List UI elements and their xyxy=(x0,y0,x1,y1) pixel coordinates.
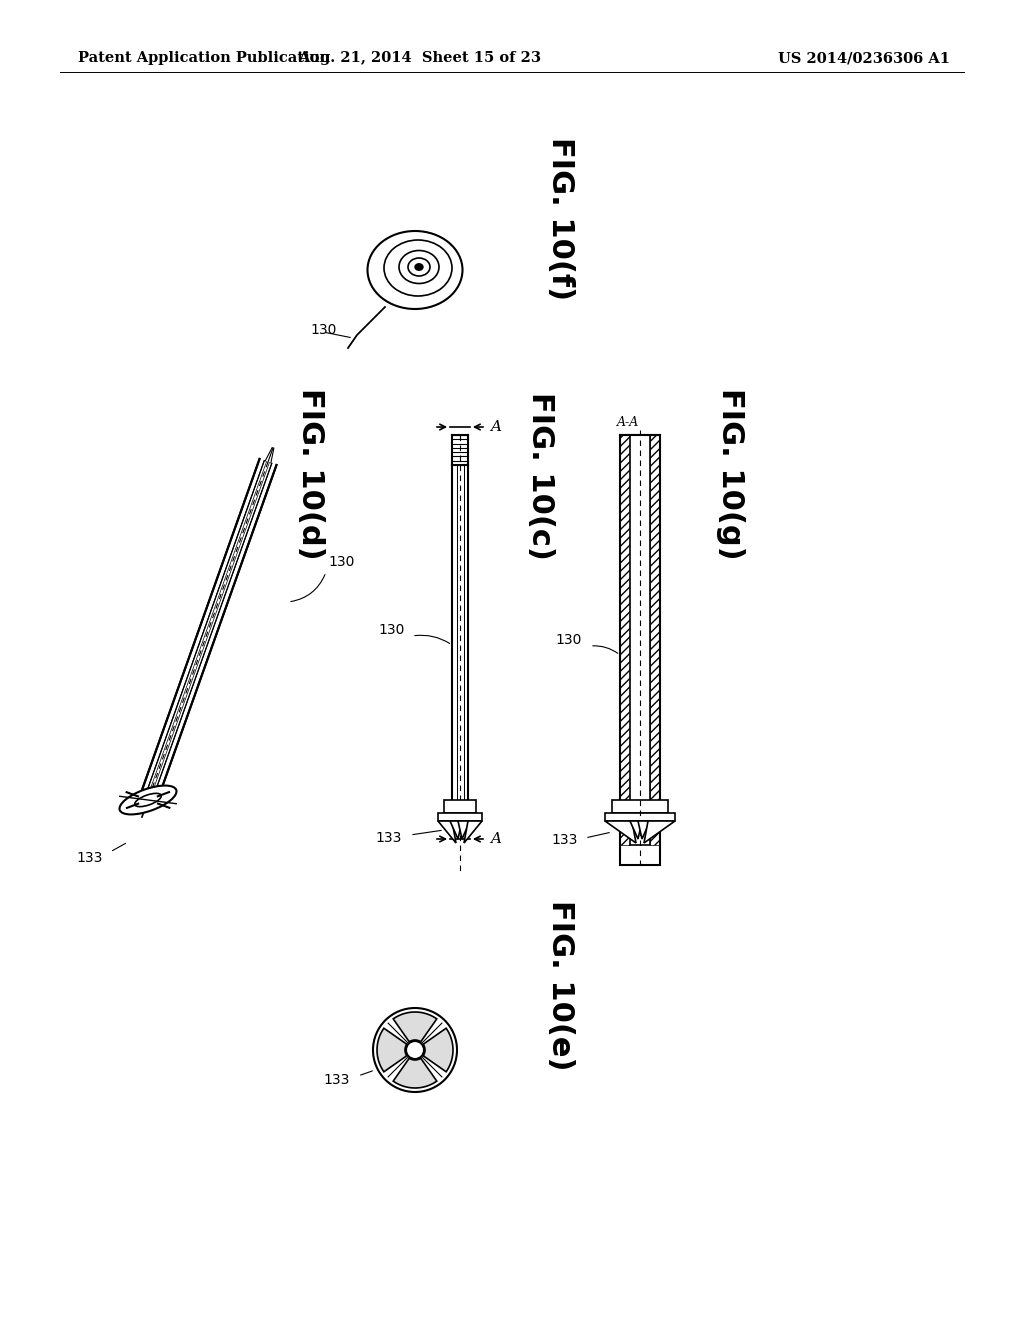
Polygon shape xyxy=(458,821,470,840)
Circle shape xyxy=(406,1041,424,1059)
Polygon shape xyxy=(423,1028,453,1072)
Bar xyxy=(650,436,660,845)
Ellipse shape xyxy=(399,251,439,284)
Bar xyxy=(605,813,675,821)
Polygon shape xyxy=(393,1059,437,1088)
Polygon shape xyxy=(377,1028,407,1072)
Polygon shape xyxy=(638,821,650,840)
Polygon shape xyxy=(644,821,675,843)
Ellipse shape xyxy=(408,257,430,276)
Polygon shape xyxy=(630,821,642,840)
Text: Patent Application Publication: Patent Application Publication xyxy=(78,51,330,65)
Text: FIG. 10(g): FIG. 10(g) xyxy=(716,388,744,560)
Text: 133: 133 xyxy=(376,832,402,845)
Polygon shape xyxy=(393,1012,437,1041)
Ellipse shape xyxy=(135,793,162,807)
Text: FIG. 10(f): FIG. 10(f) xyxy=(546,137,574,300)
Text: 130: 130 xyxy=(556,634,582,647)
Text: 130: 130 xyxy=(328,554,354,569)
Text: 133: 133 xyxy=(77,851,103,865)
Bar xyxy=(620,436,660,865)
Text: Aug. 21, 2014  Sheet 15 of 23: Aug. 21, 2014 Sheet 15 of 23 xyxy=(299,51,542,65)
Bar xyxy=(620,436,630,845)
Ellipse shape xyxy=(368,231,463,309)
Text: A-A: A-A xyxy=(616,417,639,429)
Polygon shape xyxy=(438,821,456,843)
Text: US 2014/0236306 A1: US 2014/0236306 A1 xyxy=(778,51,950,65)
Bar xyxy=(452,436,468,814)
Ellipse shape xyxy=(415,264,423,271)
Text: FIG. 10(c): FIG. 10(c) xyxy=(525,392,555,560)
Polygon shape xyxy=(464,821,482,843)
Bar xyxy=(612,800,668,813)
Text: A: A xyxy=(490,832,501,846)
Bar xyxy=(444,800,476,813)
Ellipse shape xyxy=(384,240,452,296)
Ellipse shape xyxy=(120,785,176,814)
Text: FIG. 10(d): FIG. 10(d) xyxy=(296,388,325,560)
Text: 133: 133 xyxy=(552,833,578,847)
Polygon shape xyxy=(605,821,636,843)
Text: 133: 133 xyxy=(324,1073,350,1086)
Text: 130: 130 xyxy=(379,623,406,638)
Circle shape xyxy=(373,1008,457,1092)
Text: 130: 130 xyxy=(310,323,336,337)
Polygon shape xyxy=(450,821,462,840)
Bar xyxy=(630,436,650,845)
Text: A: A xyxy=(490,420,501,434)
Text: FIG. 10(e): FIG. 10(e) xyxy=(546,899,574,1071)
Polygon shape xyxy=(139,459,276,803)
Bar xyxy=(438,813,482,821)
